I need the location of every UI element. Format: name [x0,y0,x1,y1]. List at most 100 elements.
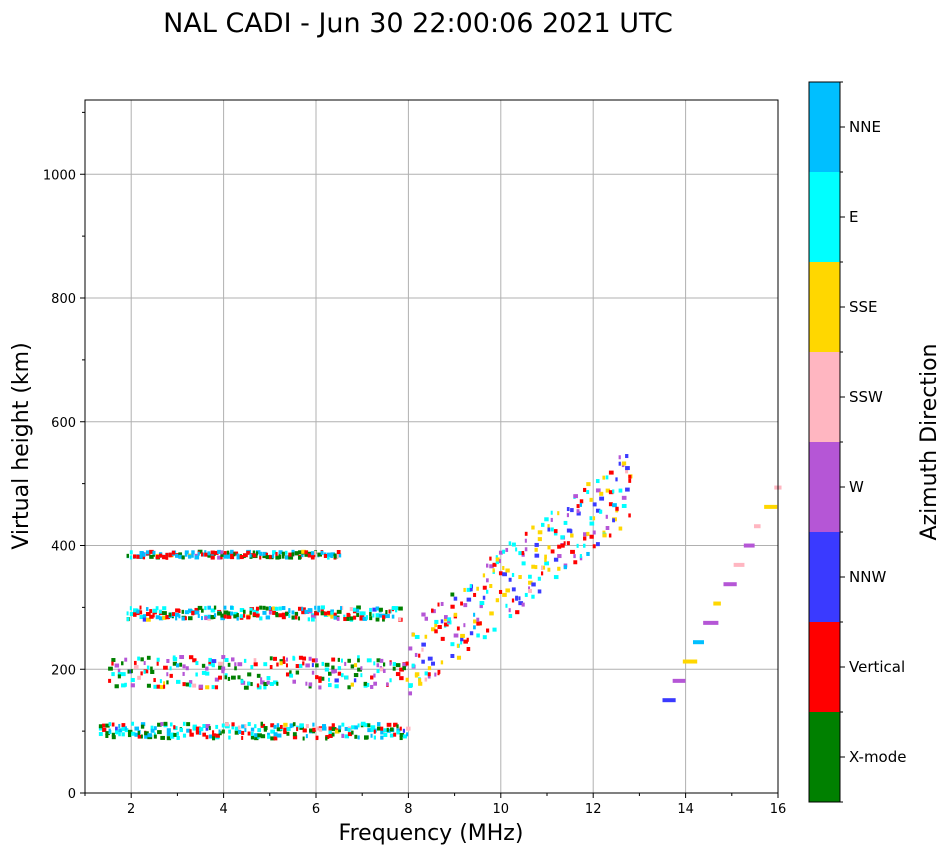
echo-point [247,672,252,677]
echo-point [283,727,287,732]
echo-point [276,681,279,686]
echo-point [182,733,187,738]
echo-point [226,611,232,616]
echo-point [589,497,593,502]
echo-point [583,543,586,548]
echo-point [133,660,137,665]
echo-point [217,549,221,554]
echo-point [424,634,428,639]
echo-point [396,730,400,735]
echo-point [294,611,299,616]
echo-point [146,665,150,670]
echo-point [476,586,479,591]
echo-point [220,550,224,555]
echo-point [265,615,271,620]
echo-point [159,685,165,690]
echo-point [257,728,262,733]
echo-point [495,557,500,562]
echo-point [230,675,236,680]
echo-point [343,617,348,622]
x-tick-label: 16 [770,802,787,817]
echo-point [389,661,392,666]
echo-point [364,735,369,740]
echo-point [301,610,306,615]
echo-point [233,552,236,557]
echo-point [243,553,248,558]
echo-point [256,685,262,690]
x-tick-label: 2 [127,802,135,817]
echo-point [563,565,568,570]
echo-point [186,728,191,733]
echo-point [178,554,183,559]
echo-point [207,551,211,556]
echo-point [521,602,525,607]
echo-point [176,735,180,740]
echo-point [145,617,151,622]
echo-point [370,684,374,689]
echo-point [492,627,497,632]
echo-point [234,726,239,731]
echo-point [605,514,608,519]
echo-point [202,724,207,729]
echo-point [315,658,318,663]
echo-point [281,612,287,617]
echo-point [292,732,297,737]
echo-point [279,659,285,664]
echo-point [583,536,587,541]
echo-point [255,551,259,556]
echo-point [502,565,505,570]
echo-point [537,589,542,594]
echo-point [273,732,278,737]
echo-point [372,613,375,618]
echo-point [615,477,618,482]
echo-point [218,729,221,734]
echo-point [547,567,551,572]
echo-point [265,555,270,560]
echo-point [391,614,395,619]
colorbar-swatch [809,262,840,352]
echo-point [352,607,357,612]
echo-point [357,723,360,728]
echo-point [263,727,267,732]
echo-point [353,673,359,678]
echo-point [398,617,402,622]
echo-point [402,662,408,667]
echo-point [427,656,433,661]
echo-point [291,615,295,620]
echo-point [340,606,343,611]
echo-point [149,614,154,619]
echo-point [281,551,285,556]
echo-point [589,521,595,526]
echo-point [473,619,477,624]
echo-point [204,552,209,557]
echo-point [220,555,223,560]
echo-point [323,611,329,616]
echo-point [376,669,380,674]
echo-point [586,531,590,536]
echo-point [244,724,247,729]
echo-point [378,607,383,612]
echo-point [121,661,124,666]
echo-point [208,660,211,665]
echo-point [703,620,719,625]
echo-point [753,524,761,529]
echo-point [194,555,200,560]
echo-point [158,616,164,621]
echo-point [592,530,596,535]
echo-point [186,722,191,727]
echo-point [224,673,228,678]
echo-point [550,527,554,532]
echo-point [327,555,330,560]
echo-point [160,735,165,740]
echo-point [134,726,140,731]
echo-point [218,665,223,670]
echo-point [628,478,632,483]
echo-point [142,614,147,619]
echo-point [276,723,280,728]
echo-point [328,726,333,731]
echo-point [544,517,549,522]
echo-point [297,606,303,611]
echo-point [382,617,385,622]
echo-point [344,726,348,731]
echo-point [199,730,202,735]
